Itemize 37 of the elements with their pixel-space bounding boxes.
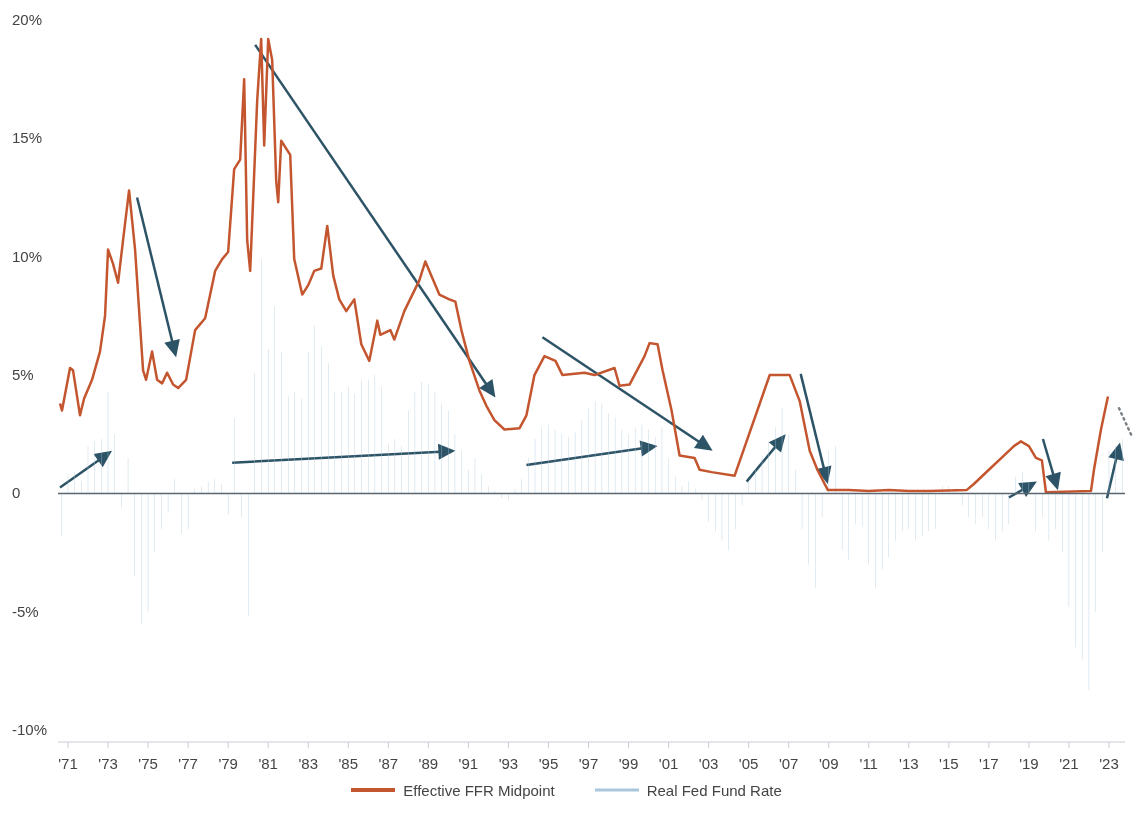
x-tick-label: '99 xyxy=(618,754,639,772)
x-tick-label: '95 xyxy=(538,754,559,772)
x-tick-label: '03 xyxy=(698,754,719,772)
x-tick-label: '17 xyxy=(979,754,999,772)
x-tick-label: '77 xyxy=(178,754,198,772)
y-tick-label: 5% xyxy=(12,366,34,384)
x-tick-label: '01 xyxy=(658,754,679,772)
x-tick-label: '09 xyxy=(818,754,839,772)
x-tick-label: '91 xyxy=(458,754,479,772)
x-tick-label: '85 xyxy=(338,754,359,772)
line-series xyxy=(58,37,1110,494)
y-tick-label: -10% xyxy=(12,721,48,739)
x-tick-label: '93 xyxy=(498,754,519,772)
x-tick-label: '13 xyxy=(899,754,919,772)
x-tick-label: '83 xyxy=(298,754,319,772)
x-tick-label: '87 xyxy=(378,754,399,772)
x-tick-label: '07 xyxy=(778,754,799,772)
x-tick-label: '11 xyxy=(859,754,878,772)
legend-label: Real Fed Fund Rate xyxy=(646,781,782,799)
x-tick-label: '19 xyxy=(1019,754,1039,772)
x-tick-label: '89 xyxy=(418,754,439,772)
y-tick-label: 0 xyxy=(12,484,21,502)
y-tick-label: 10% xyxy=(12,247,43,265)
x-tick-label: '23 xyxy=(1099,754,1119,772)
x-tick-label: '81 xyxy=(258,754,278,772)
x-tick-label: '71 xyxy=(58,754,78,772)
y-tick-label: 20% xyxy=(12,11,43,28)
x-tick-label: '73 xyxy=(98,754,118,772)
legend-label: Effective FFR Midpoint xyxy=(403,781,555,799)
x-tick-label: '15 xyxy=(939,754,959,772)
x-tick-label: '97 xyxy=(578,754,599,772)
x-tick-label: '21 xyxy=(1059,754,1079,772)
x-tick-label: '79 xyxy=(218,754,238,772)
x-tick-label: '05 xyxy=(738,754,759,772)
x-tick-label: '75 xyxy=(138,754,158,772)
y-tick-label: -5% xyxy=(12,602,39,620)
y-tick-label: 15% xyxy=(12,129,43,147)
